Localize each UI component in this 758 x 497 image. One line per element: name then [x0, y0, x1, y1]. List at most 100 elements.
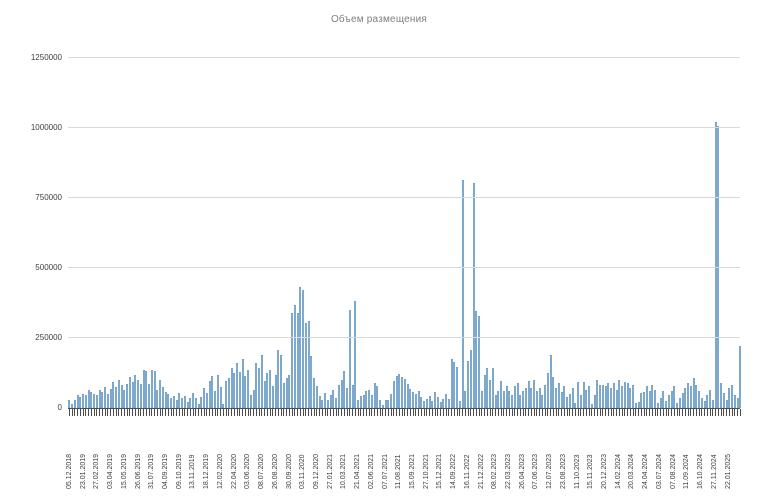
- x-tick: [618, 409, 620, 416]
- bar: [236, 362, 239, 408]
- gridline: [68, 127, 740, 128]
- bar: [368, 389, 371, 408]
- x-tick: [550, 409, 552, 416]
- bar-slot: [722, 58, 726, 408]
- bar-slot: [249, 58, 253, 408]
- bar-slot: [263, 58, 266, 408]
- bar: [709, 389, 712, 408]
- x-tick: [96, 409, 98, 416]
- tick-slot: [173, 409, 176, 416]
- bar-slot: [392, 58, 396, 408]
- bar-slot: [480, 58, 484, 408]
- bar: [478, 315, 481, 408]
- tick-slot: [522, 409, 525, 416]
- x-tick: [170, 409, 172, 416]
- tick-slot: [228, 409, 231, 416]
- x-tick: [250, 409, 252, 416]
- x-tick: [671, 409, 673, 416]
- bar-slot: [225, 58, 228, 408]
- tick-slot: [701, 409, 704, 416]
- x-tick: [231, 409, 233, 416]
- bar-slot: [142, 58, 145, 408]
- bar-slot: [673, 58, 676, 408]
- bar-slot: [390, 58, 393, 408]
- x-tick: [294, 409, 296, 416]
- x-tick: [129, 409, 131, 416]
- x-tick: [349, 409, 351, 416]
- x-tick: [627, 409, 629, 416]
- bar: [263, 381, 266, 408]
- tick-slot: [384, 409, 387, 416]
- bar-slot: [197, 58, 200, 408]
- bar: [445, 394, 448, 408]
- tick-slot: [459, 409, 462, 416]
- tick-slot: [250, 409, 253, 416]
- bar-slot: [222, 58, 225, 408]
- tick-slot: [101, 409, 104, 416]
- bar-slot: [527, 58, 530, 408]
- x-tick: [629, 409, 631, 416]
- x-tick: [621, 409, 623, 416]
- bar: [335, 397, 338, 408]
- tick-slot: [283, 409, 286, 416]
- bar-slot: [167, 58, 170, 408]
- bar: [164, 392, 167, 408]
- tick-slot: [126, 409, 129, 416]
- bar: [632, 384, 635, 408]
- tick-slot: [395, 409, 398, 416]
- x-axis-label: 09.10.2019: [175, 453, 183, 489]
- x-tick: [145, 409, 147, 416]
- bar: [563, 386, 566, 408]
- bar-slot: [439, 58, 442, 408]
- bar: [571, 388, 574, 408]
- bar: [390, 394, 393, 408]
- bar-slot: [247, 58, 250, 408]
- x-tick: [646, 409, 648, 416]
- bar-slot: [172, 58, 176, 408]
- bar: [252, 389, 255, 408]
- x-tick: [140, 409, 142, 416]
- bar-slot: [324, 58, 327, 408]
- bar-slot: [194, 58, 198, 408]
- bar-slot: [104, 58, 107, 408]
- x-tick: [506, 409, 508, 416]
- bar: [585, 390, 588, 408]
- x-tick: [682, 409, 684, 416]
- bar-slot: [376, 58, 379, 408]
- bar: [222, 404, 225, 408]
- bar: [244, 375, 247, 408]
- x-tick: [302, 409, 304, 416]
- x-axis-label: 26.06.2019: [134, 453, 142, 489]
- x-tick: [398, 409, 400, 416]
- tick-slot: [274, 409, 277, 416]
- x-tick: [456, 409, 458, 416]
- bar-slot: [401, 58, 404, 408]
- bar: [695, 384, 698, 408]
- x-tick: [368, 409, 370, 416]
- tick-slot: [327, 409, 330, 416]
- tick-slot: [90, 409, 93, 416]
- x-tick: [330, 409, 332, 416]
- bar: [150, 369, 153, 408]
- bar-slot: [423, 58, 426, 408]
- bar: [288, 374, 291, 408]
- tick-slot: [316, 409, 319, 416]
- x-tick: [715, 409, 717, 416]
- bar-slot: [178, 58, 181, 408]
- bar-slot: [549, 58, 552, 408]
- x-axis-label: 23.08.2023: [559, 453, 567, 489]
- tick-slot: [497, 409, 500, 416]
- x-tick: [316, 409, 318, 416]
- bar: [98, 390, 101, 408]
- x-tick: [220, 409, 222, 416]
- x-tick: [396, 409, 398, 416]
- x-tick: [178, 409, 180, 416]
- tick-slot: [178, 409, 181, 416]
- bar-slot: [731, 58, 734, 408]
- bar-slot: [695, 58, 698, 408]
- x-tick: [341, 409, 343, 416]
- x-tick: [85, 409, 87, 416]
- x-tick: [635, 409, 637, 416]
- x-axis-label: 14.02.2024: [614, 453, 622, 489]
- x-tick: [187, 409, 189, 416]
